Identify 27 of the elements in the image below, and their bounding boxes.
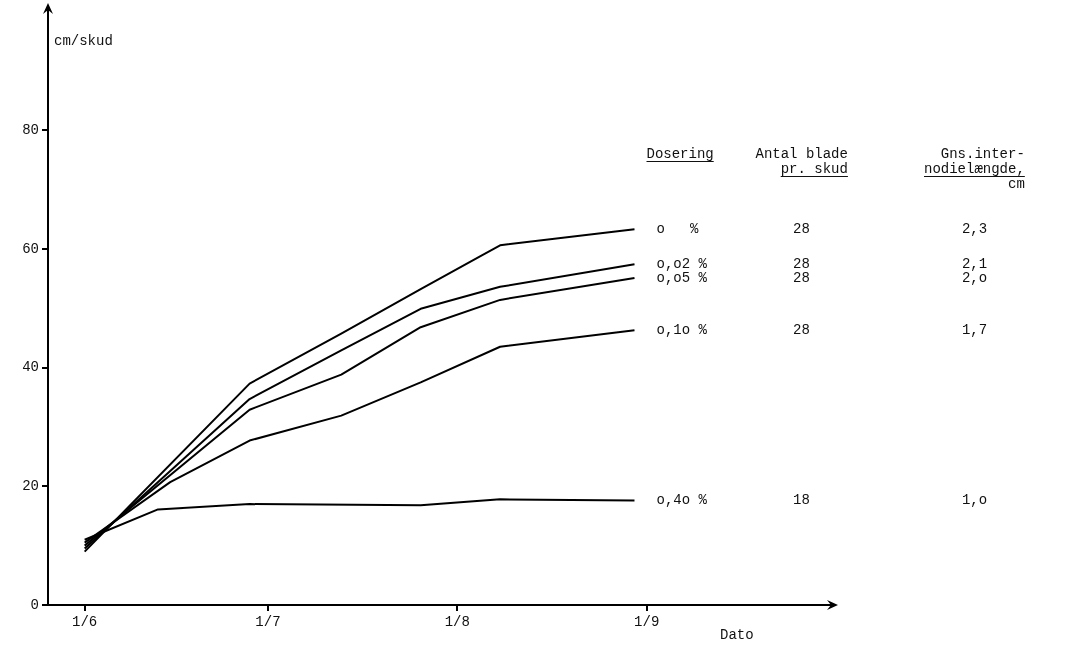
series-label: o %	[656, 220, 700, 237]
y-axis-title: cm/skud	[54, 33, 113, 50]
annotation: 28	[793, 269, 810, 286]
text: Gns.inter- nodielængde, cm	[924, 146, 1025, 193]
y-tick-label: 20	[22, 477, 39, 494]
x-tick-label: 1/8	[444, 614, 470, 631]
annotation: Antal blade pr. skud	[755, 146, 848, 178]
annotation: 28	[793, 220, 810, 237]
x-tick-label: 1/9	[634, 614, 660, 631]
y-tick-label: 60	[22, 240, 39, 257]
legend-title: Dosering	[646, 146, 714, 163]
text: 1,o	[961, 492, 988, 509]
series-label: o,1o %	[656, 321, 708, 338]
x-axis-title: Dato	[720, 626, 754, 643]
x-tick-label: 1/6	[72, 614, 98, 631]
y-tick-label: 80	[22, 121, 39, 138]
x-tick-label: 1/7	[255, 614, 281, 631]
annotation: 18	[793, 492, 810, 509]
series-label: o,4o %	[656, 492, 708, 509]
annotation: 28	[793, 255, 810, 272]
y-tick-label: 40	[22, 359, 39, 376]
text: 2,1	[961, 255, 988, 272]
text: 2,3	[961, 220, 988, 237]
text: 1,7	[961, 321, 988, 338]
series-label: o,o2 %	[656, 255, 708, 272]
y-tick-label: 0	[30, 596, 39, 613]
annotation: 28	[793, 321, 810, 338]
